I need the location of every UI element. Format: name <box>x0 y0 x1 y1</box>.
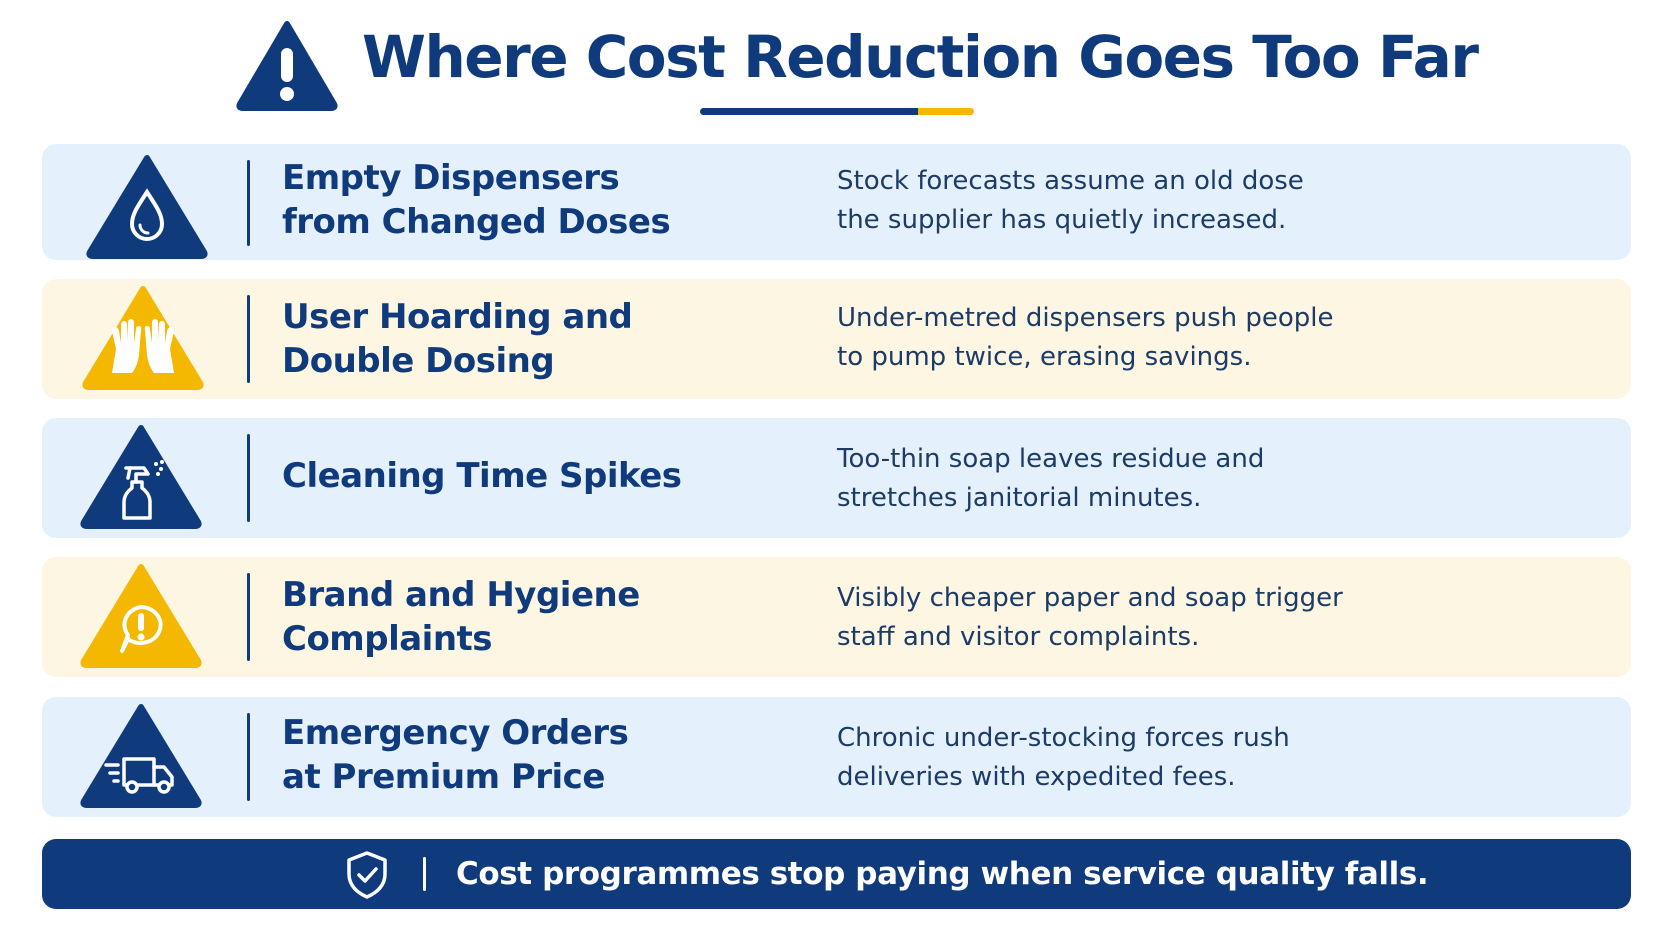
risk-description-line: Chronic under-stocking forces rush <box>837 723 1290 753</box>
risk-description-line: stretches janitorial minutes. <box>837 483 1202 513</box>
risk-description-line: the supplier has quietly increased. <box>837 205 1287 235</box>
risk-title: Emergency Orders at Premium Price <box>282 711 802 799</box>
hands-icon <box>82 286 204 390</box>
risk-title-line: User Hoarding and <box>282 297 633 337</box>
card-divider <box>247 295 250 383</box>
page-title: Where Cost Reduction Goes Too Far <box>362 23 1479 91</box>
risk-description: Too-thin soap leaves residue and stretch… <box>837 440 1517 518</box>
risk-title-line: from Changed Doses <box>282 202 671 242</box>
risk-title: Cleaning Time Spikes <box>282 454 802 498</box>
risk-title-line: at Premium Price <box>282 757 605 797</box>
risk-title: User Hoarding and Double Dosing <box>282 295 802 383</box>
footer-message: Cost programmes stop paying when service… <box>456 856 1429 892</box>
risk-description-line: deliveries with expedited fees. <box>837 762 1236 792</box>
title-underline-accent <box>700 108 918 115</box>
risk-title-line: Emergency Orders <box>282 713 629 753</box>
risk-title-line: Double Dosing <box>282 341 555 381</box>
risk-description-line: Visibly cheaper paper and soap trigger <box>837 583 1343 613</box>
shield-check-icon <box>347 851 387 899</box>
footer-divider <box>423 857 426 891</box>
card-divider <box>247 713 250 801</box>
risk-card-cleaning-time: Cleaning Time Spikes Too-thin soap leave… <box>42 418 1631 538</box>
delivery-truck-icon <box>80 704 202 808</box>
header: Where Cost Reduction Goes Too Far <box>0 14 1672 126</box>
risk-card-brand-complaints: Brand and Hygiene Complaints Visibly che… <box>42 557 1631 677</box>
risk-card-empty-dispensers: Empty Dispensers from Changed Doses Stoc… <box>42 144 1631 260</box>
risk-description-line: Under-metred dispensers push people <box>837 303 1334 333</box>
risk-description-line: Too-thin soap leaves residue and <box>837 444 1265 474</box>
risk-description: Under-metred dispensers push people to p… <box>837 299 1517 377</box>
risk-description-line: Stock forecasts assume an old dose <box>837 166 1304 196</box>
footer-banner: Cost programmes stop paying when service… <box>42 839 1631 909</box>
card-divider <box>247 160 250 246</box>
risk-title: Brand and Hygiene Complaints <box>282 573 802 661</box>
risk-description-line: staff and visitor complaints. <box>837 622 1200 652</box>
spray-bottle-icon <box>80 425 202 529</box>
title-underline-highlight <box>918 108 974 115</box>
risk-title-line: Empty Dispensers <box>282 158 620 198</box>
card-divider <box>247 434 250 522</box>
risk-title-line: Brand and Hygiene <box>282 575 640 615</box>
water-drop-icon <box>86 155 208 259</box>
risk-title: Empty Dispensers from Changed Doses <box>282 156 802 244</box>
warning-icon <box>236 21 338 111</box>
risk-title-line: Cleaning Time Spikes <box>282 456 682 496</box>
risk-description: Chronic under-stocking forces rush deliv… <box>837 719 1517 797</box>
risk-description: Stock forecasts assume an old dose the s… <box>837 162 1517 240</box>
risk-card-emergency-orders: Emergency Orders at Premium Price Chroni… <box>42 697 1631 817</box>
risk-card-user-hoarding: User Hoarding and Double Dosing Under-me… <box>42 279 1631 399</box>
risk-title-line: Complaints <box>282 619 493 659</box>
risk-description-line: to pump twice, erasing savings. <box>837 342 1252 372</box>
risk-description: Visibly cheaper paper and soap trigger s… <box>837 579 1517 657</box>
card-divider <box>247 573 250 661</box>
complaint-bubble-icon <box>80 564 202 668</box>
